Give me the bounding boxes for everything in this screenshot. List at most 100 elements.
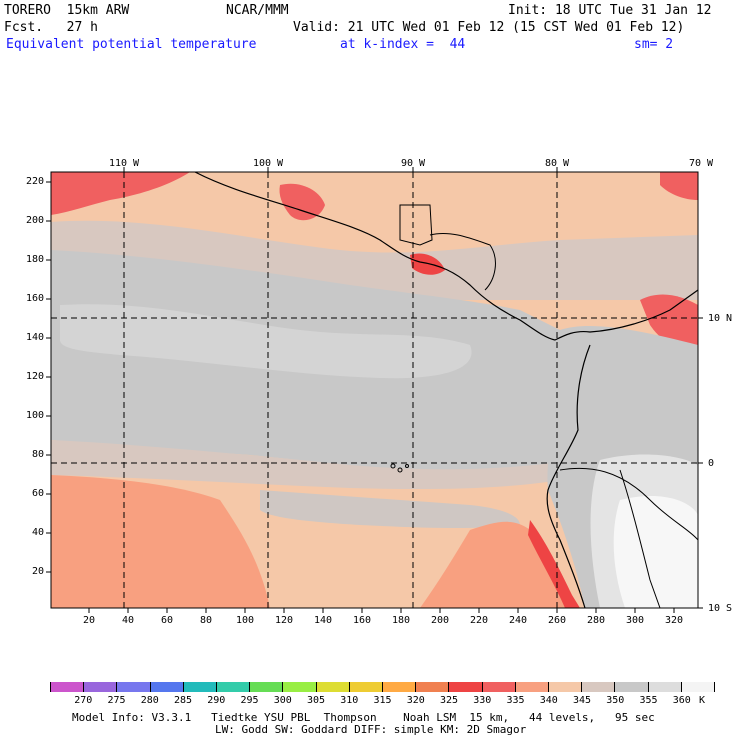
- x-tick: 200: [430, 615, 450, 626]
- legend-value: 310: [340, 695, 359, 706]
- coastline-central-america: [194, 172, 698, 341]
- legend-value: 270: [74, 695, 93, 706]
- field-shade-350-south: [51, 440, 560, 490]
- legend-swatch: [84, 682, 118, 692]
- legend-value: 325: [439, 695, 459, 706]
- organization: NCAR/MMM: [226, 3, 289, 18]
- lon-label-110w: 110 W: [108, 158, 140, 169]
- x-tick: 80: [199, 615, 213, 626]
- legend-swatch: [449, 682, 483, 692]
- legend-swatch: [615, 682, 649, 692]
- legend-swatch: [482, 682, 516, 692]
- legend-value: 360: [672, 695, 691, 706]
- legend-value: 290: [207, 695, 226, 706]
- axis-ticks: [46, 167, 703, 613]
- y-tick: 180: [25, 254, 44, 265]
- legend-value: 345: [572, 695, 592, 706]
- y-tick: 120: [25, 371, 44, 382]
- border-guatemala: [399, 204, 433, 246]
- model-info-line1: Model Info: V3.3.1 Tiedtke YSU PBL Thomp…: [72, 711, 655, 724]
- model-info-line2: LW: Godd SW: Goddard DIFF: simple KM: 2D…: [215, 723, 527, 736]
- x-tick: 120: [274, 615, 294, 626]
- galapagos-island: [405, 464, 409, 468]
- field-shade-350-band: [260, 490, 520, 529]
- legend-swatch: [217, 682, 251, 692]
- valid-time: Valid: 21 UTC Wed 01 Feb 12 (15 CST Wed …: [293, 20, 685, 35]
- border-honduras: [429, 232, 496, 291]
- field-name: Equivalent potential temperature: [6, 37, 257, 52]
- legend-swatch: [549, 682, 583, 692]
- field-shade-335-mexico: [279, 183, 325, 221]
- field-shade-330-guatemala: [410, 253, 445, 275]
- lat-label-10n: 10 N: [708, 313, 733, 324]
- y-tick: 20: [31, 566, 44, 577]
- legend-swatch: [515, 682, 550, 692]
- y-tick: 200: [25, 215, 44, 226]
- coastline-south-america: [546, 344, 591, 608]
- legend-swatch: [648, 682, 682, 692]
- legend-swatch: [183, 682, 218, 692]
- legend-unit: K: [699, 695, 706, 706]
- legend-swatch: [316, 682, 350, 692]
- lon-label-80w: 80 W: [544, 158, 570, 169]
- x-tick: 280: [586, 615, 606, 626]
- field-shade-330-peru: [528, 520, 580, 608]
- legend-swatch: [283, 682, 317, 692]
- lon-label-70w: 70 W: [688, 158, 714, 169]
- legend-value: 350: [606, 695, 625, 706]
- legend-swatch: [150, 682, 184, 692]
- smoothing: sm= 2: [634, 37, 674, 52]
- x-tick: 60: [160, 615, 174, 626]
- legend-swatch: [416, 682, 450, 692]
- legend-value: 330: [473, 695, 492, 706]
- field-shade-360-high: [613, 495, 698, 608]
- x-tick: 100: [235, 615, 255, 626]
- model-name: TORERO 15km ARW: [4, 3, 130, 18]
- legend-swatch: [582, 682, 616, 692]
- border-brazil: [619, 469, 661, 608]
- legend-value: 305: [306, 695, 326, 706]
- x-tick: 220: [469, 615, 489, 626]
- x-tick: 20: [82, 615, 96, 626]
- field-shade-340: [51, 475, 270, 608]
- y-tick: 220: [25, 176, 44, 187]
- y-tick: 140: [25, 332, 44, 343]
- legend-value: 285: [173, 695, 193, 706]
- y-tick: 40: [31, 527, 44, 538]
- x-tick: 260: [547, 615, 567, 626]
- legend-swatch: [349, 682, 384, 692]
- legend-swatch: [250, 682, 284, 692]
- x-tick: 240: [508, 615, 528, 626]
- x-tick: 160: [352, 615, 372, 626]
- y-tick: 60: [31, 488, 44, 499]
- legend-value: 275: [107, 695, 126, 706]
- legend-swatch: [117, 682, 151, 692]
- x-tick: 320: [664, 615, 684, 626]
- x-tick: 140: [313, 615, 333, 626]
- color-scale: [50, 682, 716, 692]
- x-tick: 180: [391, 615, 411, 626]
- galapagos-island: [397, 467, 403, 473]
- legend-value: 355: [639, 695, 658, 706]
- x-tick: 40: [121, 615, 135, 626]
- field-shade-335-venezuela: [640, 294, 698, 351]
- galapagos-island: [390, 463, 396, 469]
- legend-value: 340: [539, 695, 558, 706]
- x-tick: 300: [625, 615, 645, 626]
- legend-swatch: [50, 682, 85, 692]
- lat-label-10s: 10 S: [708, 603, 733, 614]
- field-shade-335-nw: [51, 172, 190, 215]
- legend-value: 320: [406, 695, 425, 706]
- field-shade-355-patch: [60, 304, 472, 379]
- legend-value: 295: [240, 695, 259, 706]
- legend-swatch: [383, 682, 417, 692]
- field-shade-335-ne: [660, 172, 698, 200]
- lon-label-90w: 90 W: [400, 158, 426, 169]
- lon-label-100w: 100 W: [252, 158, 284, 169]
- map-frame: [50, 171, 699, 609]
- legend-value: 300: [273, 695, 292, 706]
- legend-value: 280: [140, 695, 159, 706]
- legend-swatch: [681, 682, 716, 692]
- border-peru: [559, 467, 698, 541]
